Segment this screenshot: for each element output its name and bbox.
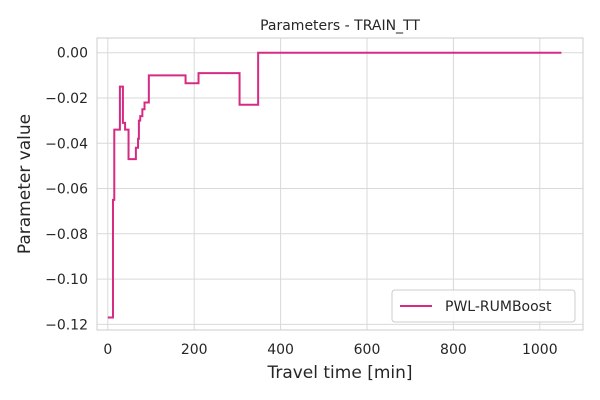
- y-tick-label: −0.04: [45, 136, 88, 152]
- y-tick-label: −0.06: [45, 182, 88, 198]
- legend-label-pwl-rumboost: PWL-RUMBoost: [445, 299, 552, 315]
- y-tick-label: −0.08: [45, 227, 88, 243]
- y-axis-label: Parameter value: [15, 114, 35, 254]
- legend: PWL-RUMBoost: [391, 289, 576, 323]
- y-tick-label: 0.00: [57, 46, 88, 62]
- chart-title: Parameters - TRAIN_TT: [260, 18, 420, 34]
- y-tick-label: −0.12: [45, 317, 88, 333]
- x-axis-label: Travel time [min]: [266, 363, 412, 383]
- series-line-pwl-rumboost: [107, 51, 562, 319]
- y-tick-labels: −0.12 −0.10 −0.08 −0.06 −0.04 −0.02 0.00: [45, 46, 88, 334]
- grid-layer: [97, 38, 583, 330]
- x-tick-label: 1000: [522, 342, 558, 358]
- plot-frame: [96, 37, 584, 331]
- x-tick-label: 800: [440, 342, 467, 358]
- x-tick-label: 200: [181, 342, 208, 358]
- plot-background: [97, 38, 583, 330]
- y-tick-label: −0.02: [45, 91, 88, 107]
- x-tick-label: 0: [103, 342, 112, 358]
- plot-area: [96, 37, 584, 331]
- x-tick-label: 400: [267, 342, 294, 358]
- y-tick-label: −0.10: [45, 272, 88, 288]
- legend-frame: [391, 289, 576, 323]
- x-tick-labels: 0 200 400 600 800 1000: [103, 342, 557, 358]
- x-tick-label: 600: [354, 342, 381, 358]
- series-layer: [107, 51, 562, 319]
